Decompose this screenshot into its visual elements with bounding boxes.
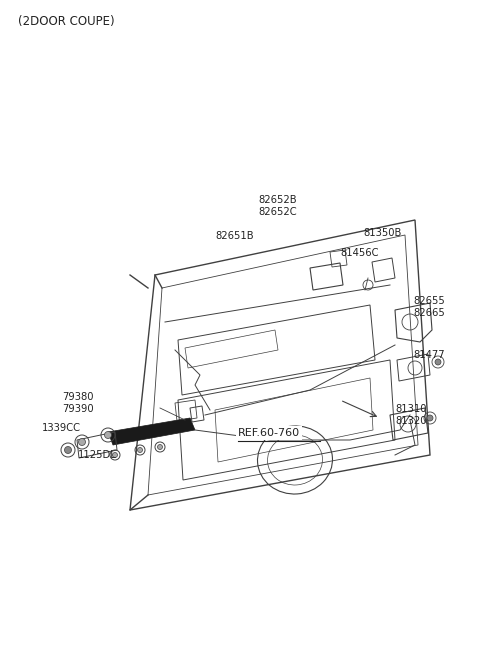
Text: 82655
82665: 82655 82665	[413, 297, 445, 318]
Circle shape	[435, 359, 441, 365]
Text: 1125DL: 1125DL	[78, 450, 117, 460]
Text: 81310
81320: 81310 81320	[395, 404, 427, 426]
Circle shape	[137, 447, 143, 453]
Text: 81477: 81477	[413, 350, 444, 360]
Text: 81350B: 81350B	[363, 228, 401, 238]
Text: 81456C: 81456C	[340, 248, 379, 258]
Text: 79380
79390: 79380 79390	[62, 392, 94, 414]
Circle shape	[105, 432, 111, 438]
Circle shape	[79, 438, 85, 445]
Circle shape	[112, 453, 118, 457]
Circle shape	[427, 415, 433, 421]
Text: 1339CC: 1339CC	[42, 423, 81, 433]
Circle shape	[64, 447, 72, 453]
Circle shape	[157, 445, 163, 449]
Text: (2DOOR COUPE): (2DOOR COUPE)	[18, 15, 115, 28]
Text: REF.60-760: REF.60-760	[238, 428, 300, 438]
Text: 82651B: 82651B	[215, 231, 253, 241]
Polygon shape	[108, 418, 195, 445]
Text: 82652B
82652C: 82652B 82652C	[258, 195, 297, 216]
